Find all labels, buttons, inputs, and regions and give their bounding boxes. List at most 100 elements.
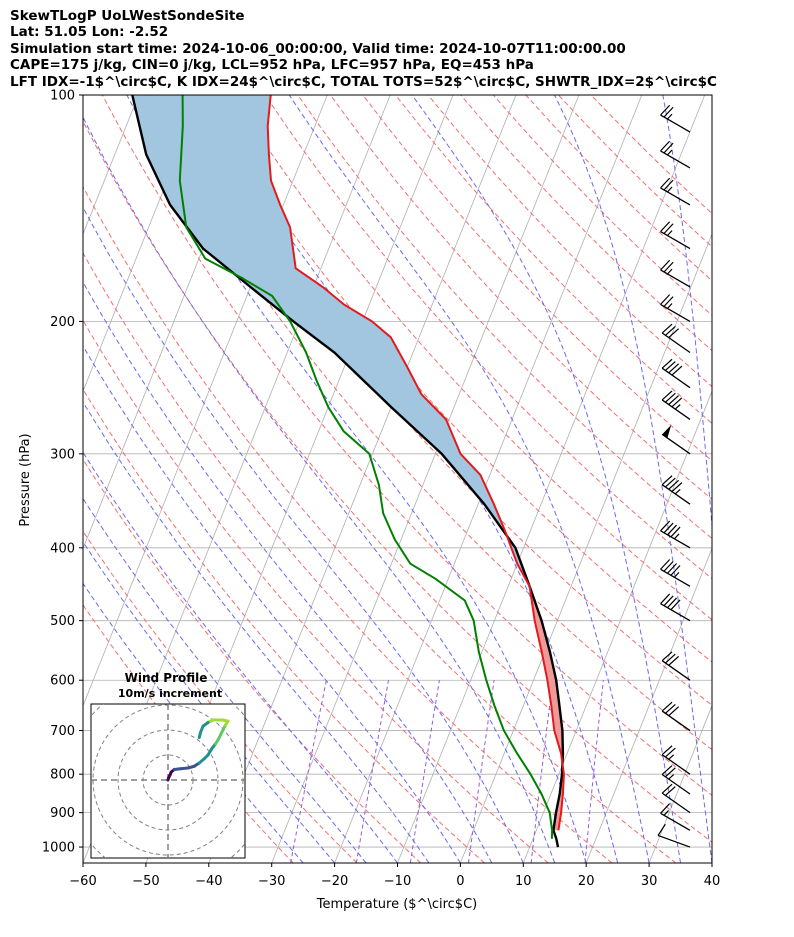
isotherm xyxy=(648,704,712,863)
y-tick-label: 700 xyxy=(50,724,75,739)
y-tick-label: 300 xyxy=(50,447,75,462)
isotherm xyxy=(711,861,712,863)
isotherm xyxy=(0,95,13,863)
cape-area xyxy=(132,95,530,587)
x-tick-label: 40 xyxy=(704,874,721,889)
wind-barb xyxy=(661,765,691,795)
wind-barb xyxy=(660,559,691,587)
dry-adiabat xyxy=(395,95,712,424)
x-tick-label: −50 xyxy=(132,874,159,889)
wind-barb xyxy=(661,358,691,389)
moist-adiabat xyxy=(288,95,650,863)
moist-adiabat xyxy=(83,116,556,863)
header-times: Simulation start time: 2024-10-06_00:00:… xyxy=(10,40,626,57)
x-axis-label: Temperature ($^\circ$C) xyxy=(316,897,477,912)
dry-adiabat xyxy=(362,95,712,462)
y-tick-label: 900 xyxy=(50,806,75,821)
moist-adiabat xyxy=(734,95,775,863)
x-tick-label: −60 xyxy=(69,874,96,889)
wind-barb xyxy=(661,701,691,732)
dry-adiabat xyxy=(492,95,712,316)
parcel-profile-line xyxy=(131,95,565,848)
wind-barb xyxy=(660,593,691,622)
header-indices-2: LFT IDX=-1$^\circ$C, K IDX=24$^\circ$C, … xyxy=(10,73,717,90)
y-tick-label: 100 xyxy=(50,89,75,104)
hodograph xyxy=(90,703,246,859)
moist-adiabat xyxy=(411,95,681,863)
moist-adiabat xyxy=(786,95,794,863)
cin-area xyxy=(529,586,564,831)
moist-adiabat xyxy=(83,206,524,863)
dry-adiabat xyxy=(134,95,712,751)
dry-adiabat xyxy=(101,95,712,796)
wind-barb xyxy=(661,323,691,354)
y-tick-label: 200 xyxy=(50,315,75,330)
x-tick-label: −10 xyxy=(384,874,411,889)
y-tick-label: 400 xyxy=(50,541,75,556)
wind-barb xyxy=(661,475,691,505)
wind-barb xyxy=(660,140,691,169)
x-tick-label: −20 xyxy=(321,874,348,889)
isotherm xyxy=(83,95,202,393)
moist-adiabat xyxy=(83,345,461,863)
wind-barb xyxy=(657,823,691,848)
header-title: SkewTLogP UoLWestSondeSite xyxy=(10,8,245,24)
hodograph-trace-segment xyxy=(197,731,202,739)
x-tick-label: 20 xyxy=(578,874,595,889)
isotherm xyxy=(83,95,139,236)
x-tick-label: −40 xyxy=(195,874,222,889)
moist-adiabat xyxy=(662,95,712,532)
x-tick-label: −30 xyxy=(258,874,285,889)
dewpoint-profile-line xyxy=(178,95,554,839)
dry-adiabat xyxy=(167,95,712,706)
mixing-ratio-line xyxy=(530,680,554,863)
y-tick-label: 1000 xyxy=(42,841,75,856)
wind-barb xyxy=(660,221,691,250)
dry-adiabat xyxy=(83,185,677,863)
wind-barb xyxy=(660,177,691,206)
dry-adiabat xyxy=(329,95,712,500)
isotherm xyxy=(0,95,76,863)
isotherm xyxy=(397,95,706,863)
hodograph-title: Wind Profile xyxy=(125,671,208,685)
wind-barb xyxy=(661,783,691,814)
wind-barb xyxy=(660,259,691,288)
mixing-ratio-line xyxy=(409,680,440,863)
x-tick-label: 0 xyxy=(456,874,464,889)
dry-adiabat xyxy=(83,388,485,863)
mixing-ratio-line xyxy=(584,680,604,863)
temperature-profile-line xyxy=(266,95,565,831)
dry-adiabat xyxy=(199,95,712,663)
header: SkewTLogP UoLWestSondeSite Lat: 51.05 Lo… xyxy=(10,8,717,90)
hodograph-subtitle: 10m/s increment xyxy=(118,687,222,700)
isotherm xyxy=(334,95,643,863)
y-axis-label: Pressure (hPa) xyxy=(18,433,33,526)
mixing-ratio-line xyxy=(290,680,327,863)
dry-adiabat xyxy=(83,458,422,863)
dry-adiabat xyxy=(83,319,549,863)
wind-barb xyxy=(661,424,691,455)
y-tick-label: 500 xyxy=(50,614,75,629)
isotherm xyxy=(460,232,712,863)
x-tick-label: 30 xyxy=(641,874,658,889)
dry-adiabat xyxy=(83,120,712,843)
wind-barb xyxy=(660,520,691,549)
wind-barb xyxy=(660,104,691,133)
dry-adiabat xyxy=(525,95,712,282)
moist-adiabat xyxy=(83,451,398,863)
dry-adiabat xyxy=(590,95,712,215)
isotherm xyxy=(271,95,580,863)
y-tick-label: 600 xyxy=(50,674,75,689)
header-indices-1: CAPE=175 j/kg, CIN=0 j/kg, LCL=952 hPa, … xyxy=(10,57,534,74)
dry-adiabat xyxy=(83,530,358,863)
mixing-ratio-line xyxy=(468,680,495,863)
wind-barb xyxy=(661,745,691,775)
wind-barb xyxy=(661,390,691,420)
isotherm xyxy=(522,390,712,863)
wind-barb xyxy=(661,651,691,681)
isotherm xyxy=(208,95,517,863)
header-location: Lat: 51.05 Lon: -2.52 xyxy=(10,24,169,41)
dry-adiabat xyxy=(460,95,712,352)
y-tick-label: 800 xyxy=(50,768,75,783)
